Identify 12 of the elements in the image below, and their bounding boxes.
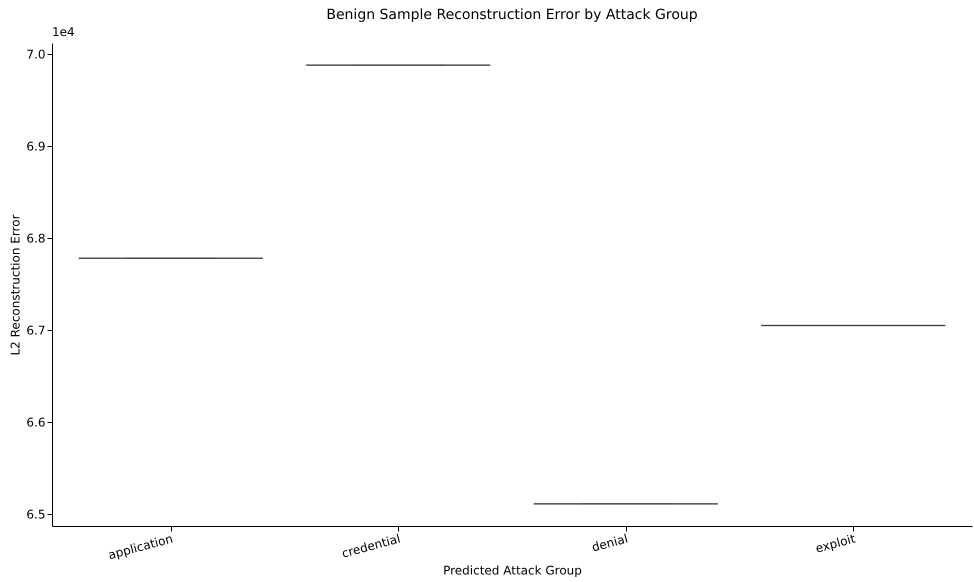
text: 1e4 — [52, 25, 75, 39]
y-tick-label: 7.0 — [26, 48, 46, 62]
y-axis-title: L2 Reconstruction Error — [8, 214, 22, 356]
x-axis-title: Predicted Attack Group — [443, 563, 582, 578]
x-tick-label: denial — [590, 532, 630, 555]
y-tick-label: 6.6 — [26, 416, 46, 430]
y-tick-label: 6.5 — [26, 508, 46, 522]
y-tick-label: 6.9 — [26, 140, 46, 154]
x-tick-label: exploit — [814, 531, 858, 556]
y-tick-label: 6.8 — [26, 232, 46, 246]
y-tick-label: 6.7 — [26, 324, 46, 338]
chart-title: Benign Sample Reconstruction Error by Attack Group — [326, 7, 698, 23]
